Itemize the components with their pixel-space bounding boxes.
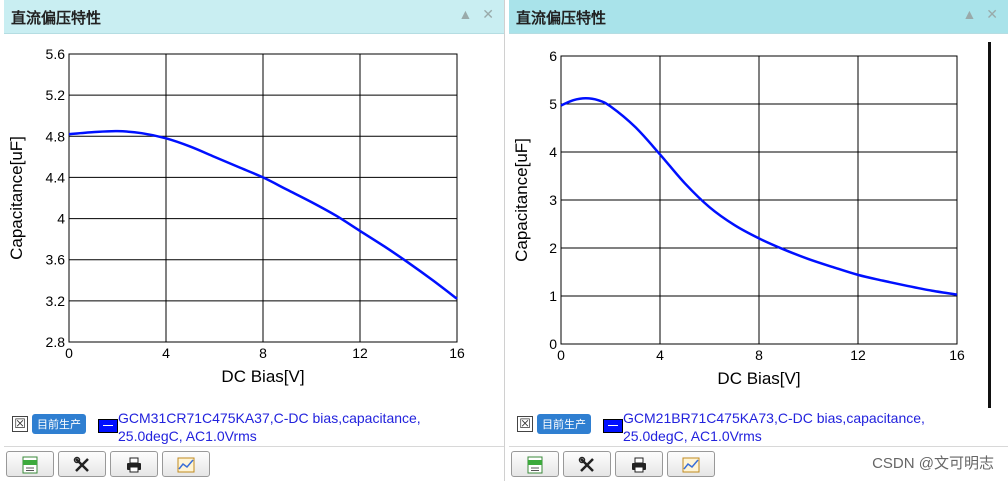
panel-titlebar: 直流偏压特性 ▲ ✕ — [509, 0, 1008, 34]
legend-line-1: GCM21BR71C475KA73,C-DC bias,capacitance, — [623, 410, 925, 426]
y-tick-label: 6 — [549, 48, 557, 64]
csv-export-button[interactable] — [6, 451, 54, 477]
y-tick-label: 4 — [549, 144, 557, 160]
y-tick-label: 4.8 — [46, 128, 66, 144]
y-tick-label: 2.8 — [46, 334, 66, 350]
series-color-swatch — [603, 419, 623, 433]
status-badge: 目前生产 — [537, 414, 591, 434]
close-icon[interactable]: ✕ — [482, 6, 494, 22]
chart-panel-right: 直流偏压特性 ▲ ✕ 0 4 8 12 16 0 1 2 3 4 5 6 DC Bias[V] Capac… — [509, 0, 1008, 481]
save-image-button[interactable] — [667, 451, 715, 477]
tools-icon — [578, 456, 594, 472]
x-axis-label: DC Bias[V] — [717, 369, 800, 388]
y-tick-label: 3.2 — [46, 293, 66, 309]
legend: ☒ 目前生产 GCM21BR71C475KA73,C-DC bias,capac… — [517, 410, 1004, 445]
y-tick-label: 4 — [57, 211, 65, 227]
y-tick-label: 5.6 — [46, 46, 66, 62]
panel-titlebar: 直流偏压特性 ▲ ✕ — [4, 0, 504, 34]
y-tick-label: 5.2 — [46, 87, 66, 103]
legend-line-1: GCM31CR71C475KA37,C-DC bias,capacitance, — [118, 410, 421, 426]
x-tick-label: 4 — [656, 347, 664, 363]
panel-title: 直流偏压特性 — [516, 10, 607, 27]
csv-icon — [527, 456, 543, 474]
chart-image-icon — [682, 457, 700, 473]
series-checkbox[interactable]: ☒ — [517, 416, 533, 432]
tools-button[interactable] — [58, 451, 106, 477]
close-icon[interactable]: ✕ — [986, 6, 998, 22]
x-tick-label: 16 — [449, 345, 465, 361]
y-tick-label: 3.6 — [46, 252, 66, 268]
series-line — [560, 96, 958, 296]
legend-line-2: 25.0degC, AC1.0Vrms — [623, 428, 762, 444]
x-tick-label: 12 — [850, 347, 866, 363]
csv-icon — [22, 456, 38, 474]
series-line — [68, 129, 458, 300]
y-axis-label: Capacitance[uF] — [7, 136, 26, 260]
tools-icon — [73, 456, 89, 472]
legend-text: GCM21BR71C475KA73,C-DC bias,capacitance,… — [623, 409, 983, 445]
chart-toolbar — [4, 446, 504, 482]
legend-text: GCM31CR71C475KA37,C-DC bias,capacitance,… — [118, 409, 478, 445]
status-badge: 目前生产 — [32, 414, 86, 434]
y-tick-label: 2 — [549, 240, 557, 256]
chart-panel-left: 直流偏压特性 ▲ ✕ 0 4 8 12 16 2.8 3.2 3.6 4 4.4 4.8 5.2 5.6… — [4, 0, 505, 481]
chart-toolbar — [509, 446, 1008, 482]
y-tick-label: 5 — [549, 96, 557, 112]
dc-bias-chart: 0 4 8 12 16 2.8 3.2 3.6 4 4.4 4.8 5.2 5.6 DC Bias[V] C… — [7, 46, 465, 386]
panel-title: 直流偏压特性 — [11, 10, 102, 27]
print-icon — [632, 457, 646, 473]
print-icon — [127, 457, 141, 473]
print-button[interactable] — [615, 451, 663, 477]
y-tick-label: 4.4 — [46, 169, 66, 185]
series-checkbox[interactable]: ☒ — [12, 416, 28, 432]
save-image-button[interactable] — [162, 451, 210, 477]
y-tick-label: 1 — [549, 288, 557, 304]
chart-image-icon — [177, 457, 195, 473]
legend: ☒ 目前生产 GCM31CR71C475KA37,C-DC bias,capac… — [12, 410, 500, 445]
collapse-icon[interactable]: ▲ — [458, 6, 473, 22]
legend-line-2: 25.0degC, AC1.0Vrms — [118, 428, 257, 444]
x-tick-label: 8 — [259, 345, 267, 361]
print-button[interactable] — [110, 451, 158, 477]
csv-export-button[interactable] — [511, 451, 559, 477]
x-axis-label: DC Bias[V] — [221, 367, 304, 386]
series-color-swatch — [98, 419, 118, 433]
vertical-scrollbar[interactable] — [988, 42, 991, 408]
y-axis-label: Capacitance[uF] — [512, 138, 531, 262]
x-tick-label: 0 — [65, 345, 73, 361]
x-tick-label: 12 — [352, 345, 368, 361]
x-tick-label: 4 — [162, 345, 170, 361]
x-tick-label: 0 — [557, 347, 565, 363]
x-tick-label: 8 — [755, 347, 763, 363]
x-tick-label: 16 — [949, 347, 965, 363]
tools-button[interactable] — [563, 451, 611, 477]
watermark: CSDN @文可明志 — [872, 455, 994, 472]
y-tick-label: 0 — [549, 336, 557, 352]
y-tick-label: 3 — [549, 192, 557, 208]
collapse-icon[interactable]: ▲ — [962, 6, 977, 22]
